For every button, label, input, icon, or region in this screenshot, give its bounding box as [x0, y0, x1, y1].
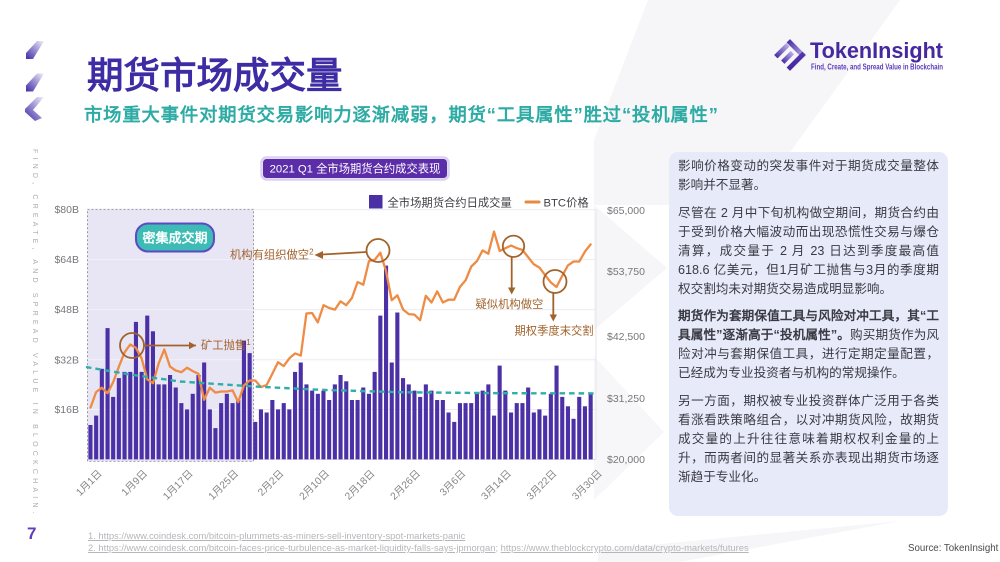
svg-text:2月2日: 2月2日	[256, 468, 287, 499]
svg-text:2021 Q1 全市场期货合约成交表现: 2021 Q1 全市场期货合约成交表现	[270, 162, 441, 176]
svg-text:$65,000: $65,000	[607, 205, 645, 217]
svg-text:3月14日: 3月14日	[479, 468, 514, 503]
svg-text:密集成交期: 密集成交期	[141, 231, 207, 246]
svg-text:矿工抛售1: 矿工抛售1	[201, 338, 251, 352]
svg-text:2月18日: 2月18日	[343, 468, 378, 503]
svg-text:2月10日: 2月10日	[297, 468, 332, 503]
svg-text:1月25日: 1月25日	[206, 468, 241, 503]
svg-text:$20,000: $20,000	[607, 454, 645, 466]
svg-text:1月1日: 1月1日	[74, 468, 105, 499]
svg-text:$32B: $32B	[54, 354, 79, 366]
svg-text:2月26日: 2月26日	[388, 468, 423, 503]
svg-text:$48B: $48B	[54, 304, 79, 316]
svg-text:BTC价格: BTC价格	[544, 196, 590, 210]
svg-text:3月6日: 3月6日	[437, 468, 468, 499]
svg-text:$42,500: $42,500	[607, 331, 645, 343]
svg-text:期权季度末交割: 期权季度末交割	[515, 324, 594, 338]
svg-text:机构有组织做空2: 机构有组织做空2	[230, 248, 314, 262]
svg-text:全市场期货合约日成交量: 全市场期货合约日成交量	[388, 196, 512, 210]
svg-text:Find, Create, and Spread Value: Find, Create, and Spread Value in Blockc…	[811, 63, 943, 72]
svg-text:TokenInsight: TokenInsight	[810, 38, 944, 63]
svg-text:3月22日: 3月22日	[524, 468, 559, 503]
svg-text:1月9日: 1月9日	[119, 468, 150, 499]
svg-text:$64B: $64B	[54, 254, 79, 266]
svg-text:$53,750: $53,750	[607, 266, 645, 278]
svg-text:3月30日: 3月30日	[570, 468, 605, 503]
svg-text:1月17日: 1月17日	[161, 468, 196, 503]
svg-text:$16B: $16B	[54, 404, 79, 416]
svg-text:疑似机构做空: 疑似机构做空	[476, 297, 544, 311]
svg-text:$80B: $80B	[54, 204, 79, 216]
svg-text:$31,250: $31,250	[607, 393, 645, 405]
